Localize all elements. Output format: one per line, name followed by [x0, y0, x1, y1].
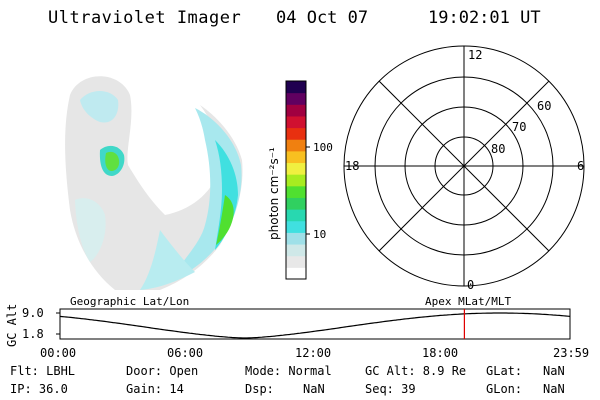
colorbar-swatch: [286, 244, 306, 257]
colorbar-label: photon cm⁻²s⁻¹: [267, 147, 281, 240]
info-ip: IP: 36.0: [10, 382, 68, 396]
colorbar-swatch: [286, 220, 306, 233]
colorbar-swatch: [286, 92, 306, 105]
info-mode: Mode: Normal: [245, 364, 332, 378]
info-glon-label: GLon:: [486, 382, 522, 396]
mlat-label-80: 80: [491, 142, 505, 156]
info-seq: Seq: 39: [365, 382, 416, 396]
info-glat-value: NaN: [543, 364, 565, 378]
colorbar-swatch: [286, 185, 306, 198]
apex-label: Apex MLat/MLT: [425, 295, 511, 308]
info-glon-value: NaN: [543, 382, 565, 396]
mlt-label-18: 18: [345, 159, 359, 173]
info-dsp-value: NaN: [303, 382, 325, 396]
alt-tick-1.8: 1.8: [22, 327, 44, 341]
mlt-label-6: 6: [577, 159, 584, 173]
colorbar-swatch: [286, 162, 306, 175]
colorbar-swatch: [286, 139, 306, 152]
info-door: Door: Open: [126, 364, 198, 378]
uv-auroral-image: [65, 76, 243, 290]
colorbar-swatch: [286, 127, 306, 140]
colorbar: [286, 81, 306, 280]
date-label: 04 Oct 07: [276, 8, 369, 28]
polar-grid: [343, 45, 585, 287]
colorbar-swatch: [286, 255, 306, 268]
colorbar-swatch: [286, 197, 306, 210]
x-tick-06: 06:00: [167, 346, 203, 360]
info-gc-alt: GC Alt: 8.9 Re: [365, 364, 466, 378]
colorbar-tick-10: 10: [313, 228, 326, 241]
colorbar-swatch: [286, 115, 306, 129]
colorbar-swatch: [286, 104, 306, 117]
mlat-label-60: 60: [537, 99, 551, 113]
altitude-curve: [59, 312, 571, 339]
altitude-plot-frame: [59, 308, 571, 340]
x-tick-end: 23:59: [553, 346, 589, 360]
mlat-label-70: 70: [512, 120, 526, 134]
geographic-label: Geographic Lat/Lon: [70, 295, 189, 308]
alt-tick-9: 9.0: [22, 306, 44, 320]
info-glat-label: GLat:: [486, 364, 522, 378]
colorbar-swatch: [286, 150, 306, 164]
mlt-label-0: 0: [467, 278, 474, 292]
colorbar-swatch: [286, 232, 306, 245]
time-label: 19:02:01 UT: [428, 8, 541, 28]
info-flt: Flt: LBHL: [10, 364, 75, 378]
info-dsp-label: Dsp:: [245, 382, 274, 396]
colorbar-frame: [285, 80, 307, 280]
colorbar-swatch: [286, 81, 306, 94]
colorbar-swatch: [286, 174, 306, 187]
x-tick-12: 12:00: [295, 346, 331, 360]
alt-axis-label: GC Alt: [5, 304, 19, 347]
colorbar-swatch: [286, 267, 306, 280]
instrument-title: Ultraviolet Imager: [48, 8, 242, 28]
colorbar-swatch: [286, 209, 306, 222]
mlt-label-12: 12: [468, 48, 482, 62]
info-gain: Gain: 14: [126, 382, 184, 396]
x-tick-00: 00:00: [40, 346, 76, 360]
colorbar-tick-100: 100: [313, 141, 333, 154]
x-tick-18: 18:00: [422, 346, 458, 360]
